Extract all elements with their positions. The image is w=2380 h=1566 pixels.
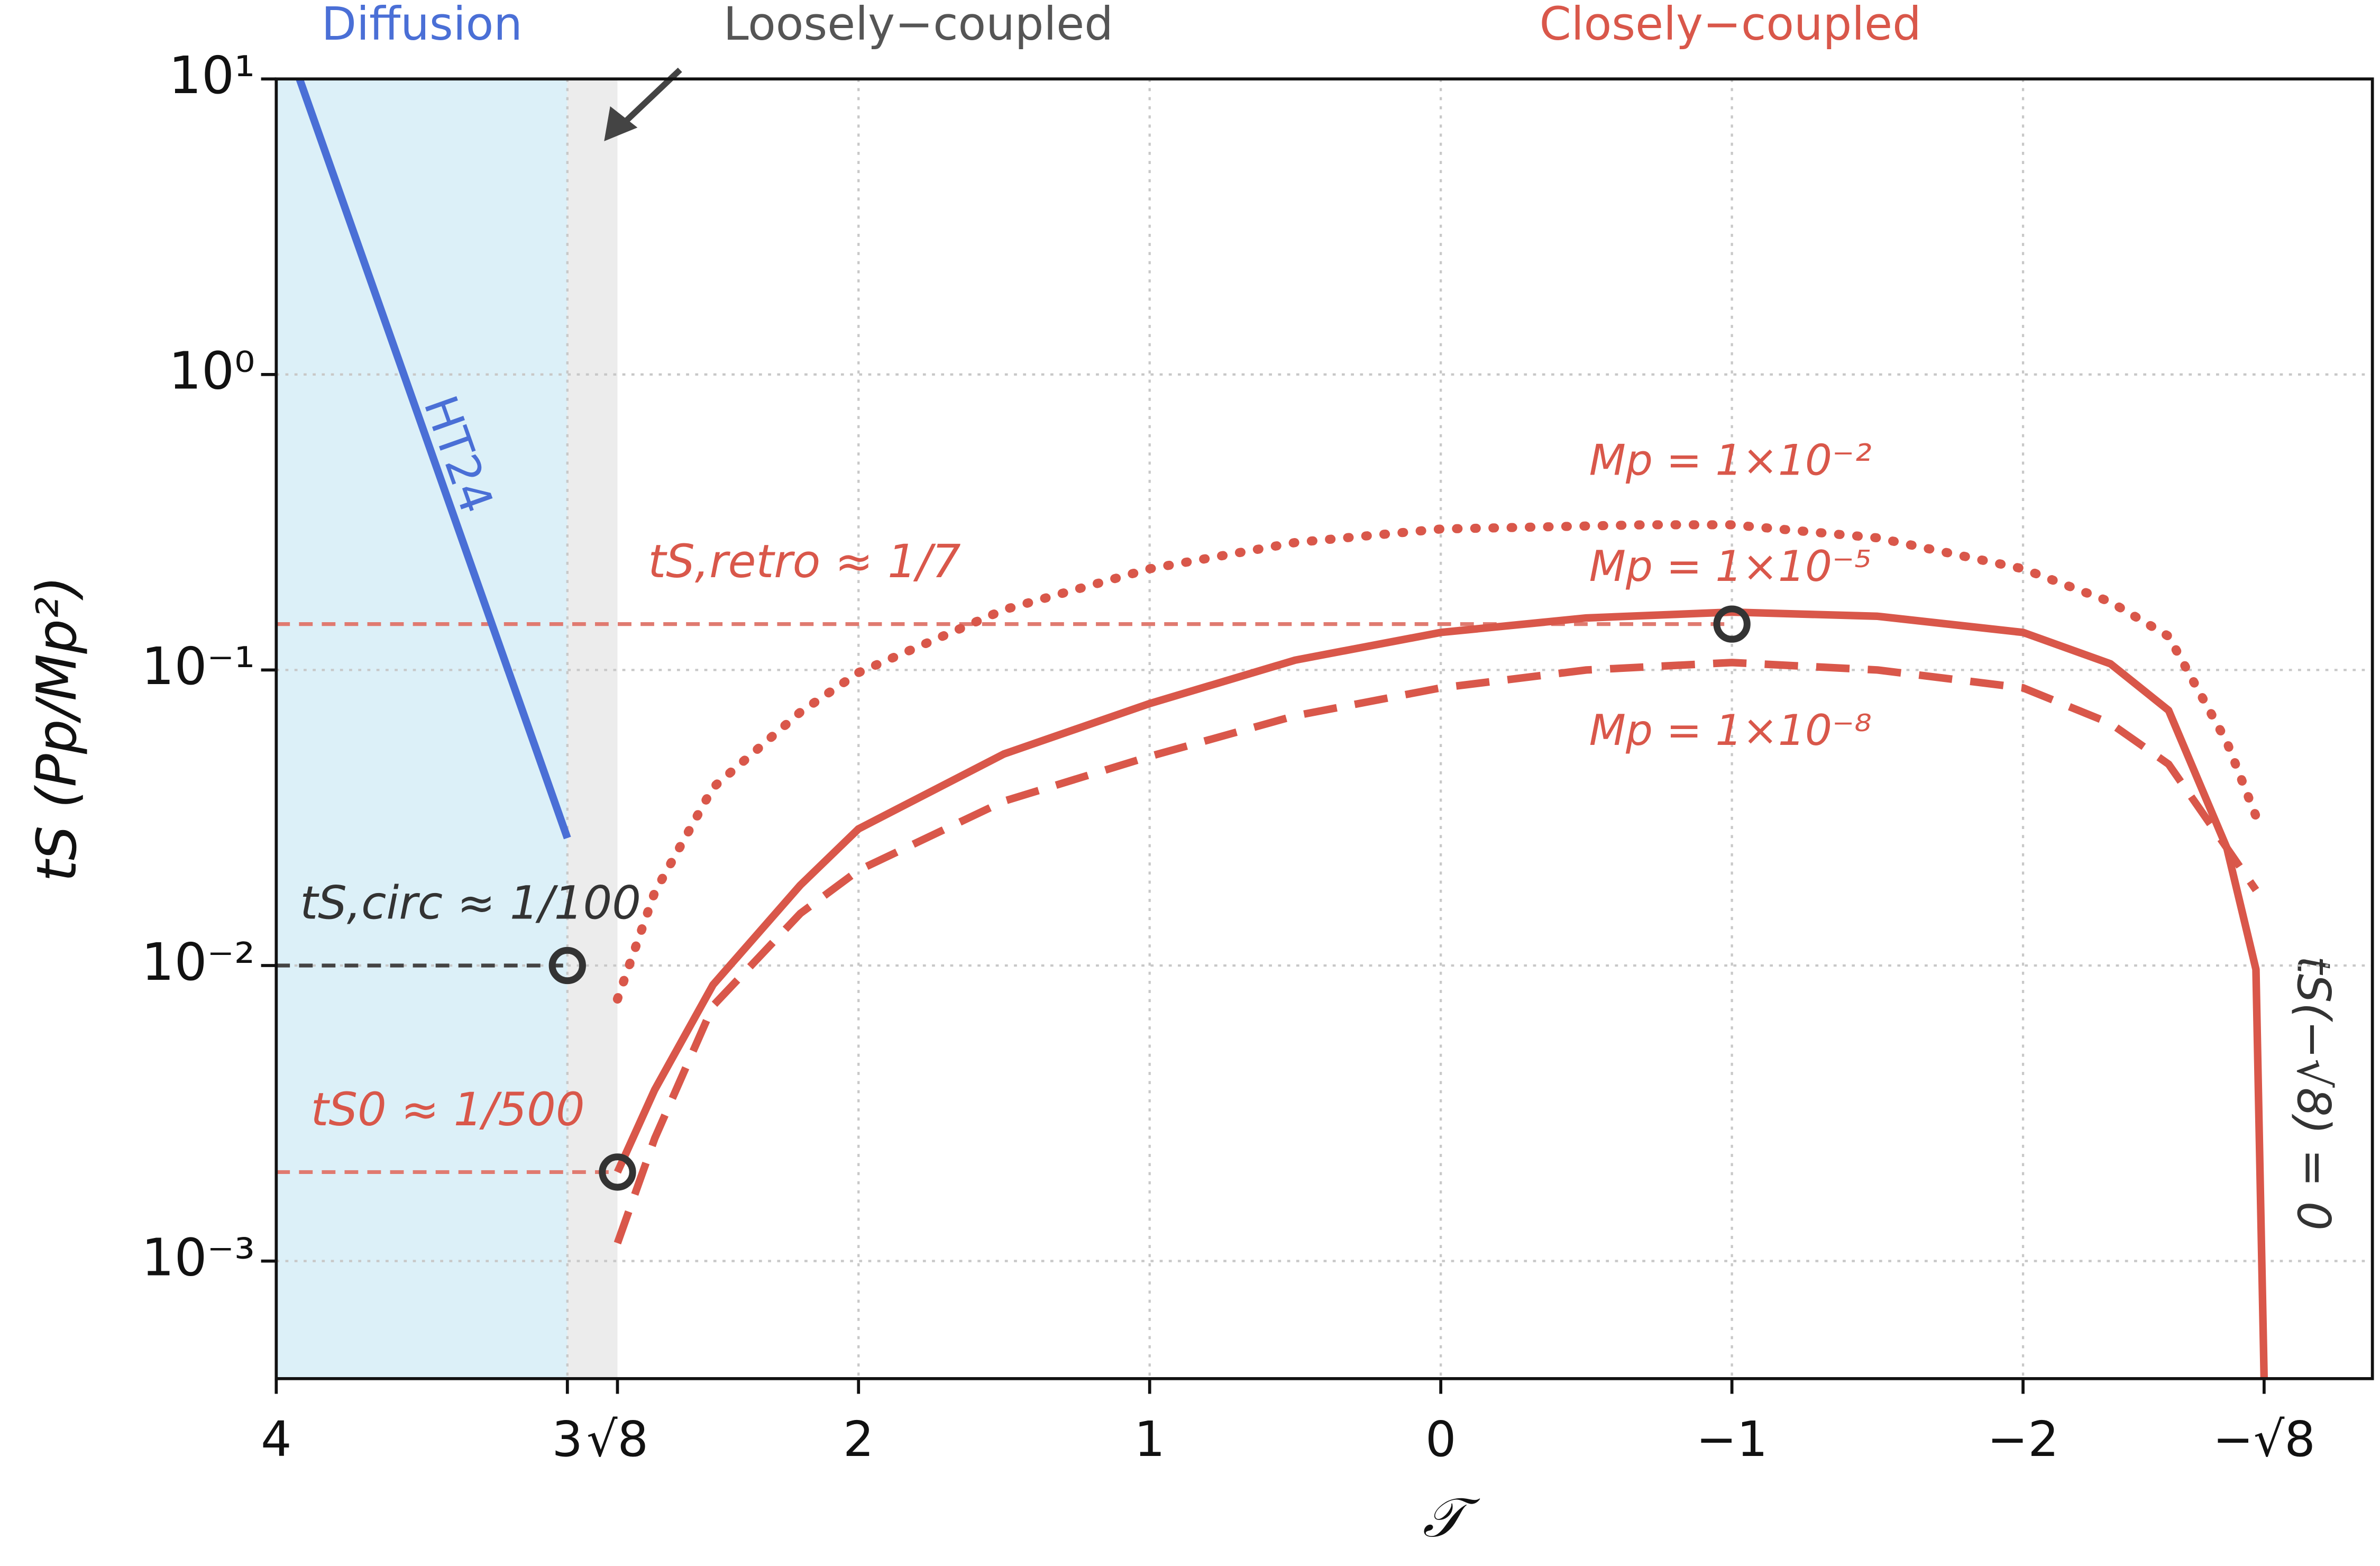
region-label: Closely−coupled [1540, 0, 1921, 51]
marker [1713, 605, 1751, 643]
series-label: Mp = 1×10⁻⁵ [1589, 541, 1872, 591]
y-axis-label: tS (Pp/Mp²) [25, 576, 89, 881]
line-series [296, 77, 571, 840]
region [276, 79, 567, 1379]
x-tick-label: 0 [1425, 1411, 1456, 1468]
y-tick-label: 10⁻³ [141, 1227, 255, 1288]
marker [548, 946, 586, 985]
line-series [612, 520, 2261, 1004]
x-tick-label: −√8 [2213, 1411, 2315, 1468]
line-series [614, 608, 2268, 1379]
x-tick-label: −2 [1987, 1411, 2058, 1468]
y-tick-label: 10⁻² [141, 932, 255, 993]
x-axis-label: 𝒯 [1423, 1486, 1480, 1550]
x-tick-label: √8 [587, 1411, 648, 1468]
y-tick-label: 10⁰ [169, 341, 255, 402]
y-tick-label: 10¹ [169, 45, 255, 106]
reference-label: tS0 ≈ 1/500 [311, 1084, 585, 1136]
series-label: Mp = 1×10⁻⁸ [1589, 705, 1872, 755]
x-tick-label: 1 [1134, 1411, 1165, 1468]
annotation: tS(−√8) = 0 [2287, 956, 2340, 1231]
reference-label: tS,retro ≈ 1/7 [648, 535, 960, 588]
reference-label: tS,circ ≈ 1/100 [300, 877, 641, 930]
marker [599, 1153, 636, 1191]
x-tick-label: 2 [843, 1411, 874, 1468]
arrow-head [604, 106, 638, 141]
x-tick-label: 4 [261, 1411, 291, 1468]
line-series [614, 659, 2259, 1245]
plot-frame [274, 77, 2374, 1380]
x-tick-label: −1 [1696, 1411, 1768, 1468]
region-label: Loosely−coupled [724, 0, 1113, 51]
x-tick-label: 3 [552, 1411, 583, 1468]
y-tick-label: 10⁻¹ [141, 636, 255, 697]
series-label: Mp = 1×10⁻² [1589, 435, 1872, 485]
region-label: Diffusion [322, 0, 523, 51]
